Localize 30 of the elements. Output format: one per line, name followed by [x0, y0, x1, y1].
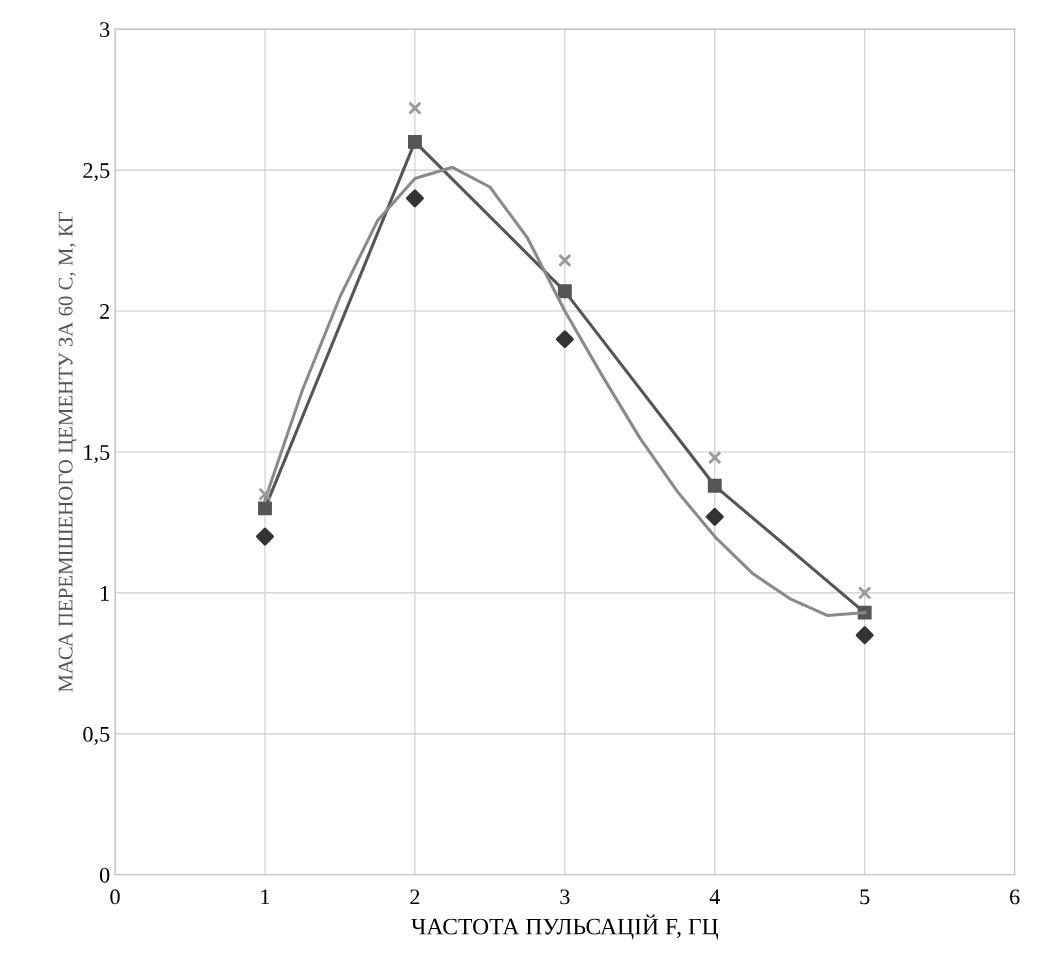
y-tick-label: 3 — [100, 22, 110, 38]
y-tick-label: 0 — [99, 867, 110, 883]
point — [855, 626, 874, 645]
point — [255, 527, 274, 546]
point — [707, 478, 722, 493]
x-tick-label: 0 — [110, 889, 120, 905]
x-tick-label: 5 — [860, 889, 870, 905]
point — [557, 284, 572, 299]
x-tick-label: 2 — [410, 889, 420, 905]
point — [405, 189, 424, 208]
x-tick-label: 1 — [261, 889, 270, 905]
point — [558, 253, 572, 268]
y-tick-label: 2,5 — [83, 163, 110, 182]
x-axis-title: ЧАСТОТА ПУЛЬСАЦІЙ F, ГЦ — [411, 914, 719, 940]
x-tick-label: 3 — [560, 889, 570, 905]
point — [258, 487, 272, 502]
point — [708, 450, 722, 465]
point — [555, 330, 574, 349]
point — [705, 507, 724, 526]
point — [408, 101, 422, 115]
point — [407, 134, 422, 149]
x-tick-label: 4 — [709, 889, 720, 905]
x-tick-label: 6 — [1010, 889, 1020, 905]
y-tick-label: 1,5 — [84, 445, 110, 464]
y-tick-label: 0,5 — [83, 726, 110, 745]
point — [857, 586, 872, 600]
y-tick-label: 2 — [100, 304, 109, 319]
point — [258, 501, 272, 516]
y-tick-label: 1 — [101, 585, 109, 601]
y-axis-title: МАСА ПЕРЕМІШЕНОГО ЦЕМЕНТУ ЗА 60 С, М, КГ — [58, 211, 77, 693]
